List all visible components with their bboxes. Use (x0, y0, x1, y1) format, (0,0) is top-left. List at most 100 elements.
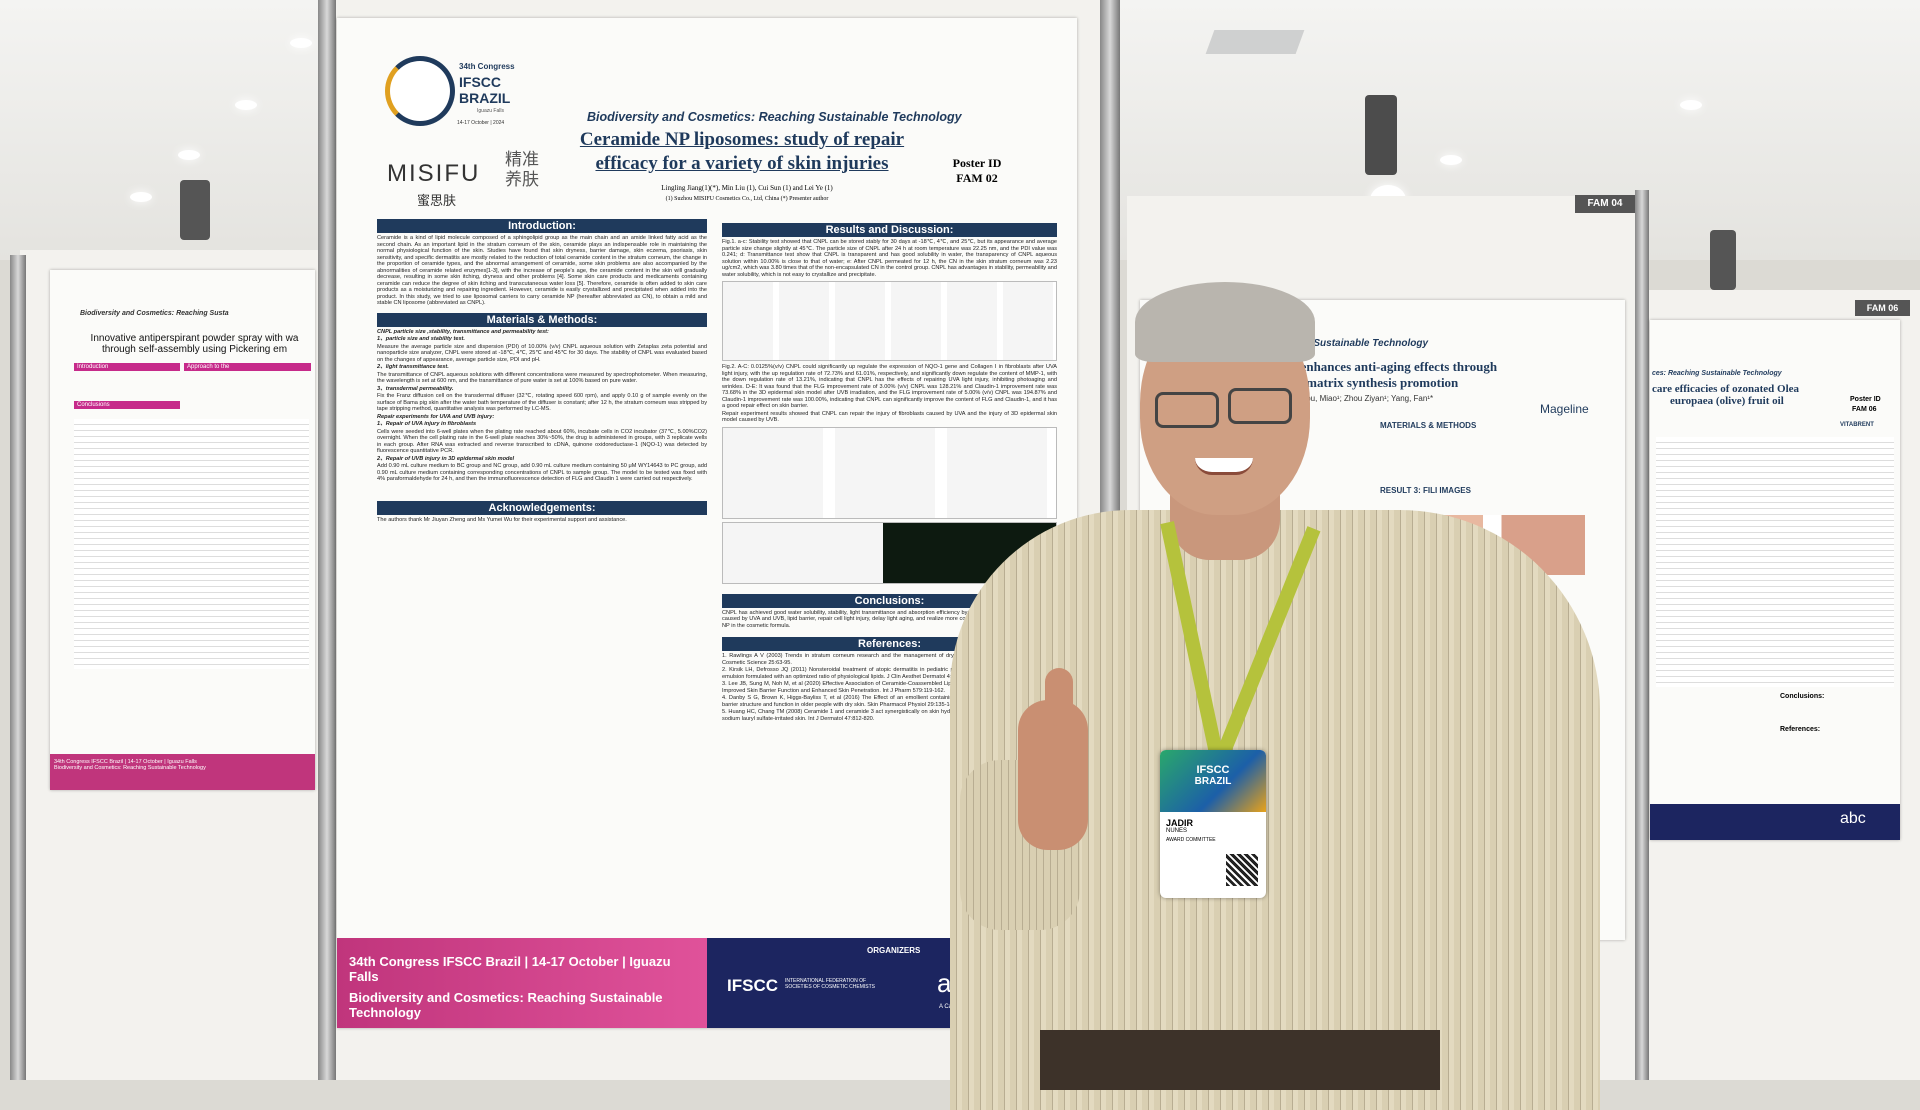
ceiling-light (1440, 155, 1462, 165)
person-trousers (1040, 1030, 1440, 1090)
badge: IFSCC BRAZIL JADIR NUNES AWARD COMMITTEE (1160, 750, 1266, 898)
results-text: Fig.1. a-c: Stability test showed that C… (722, 239, 1057, 278)
poster-footer: 34th Congress IFSCC Brazil | 14-17 Octob… (54, 759, 197, 765)
paragraph: 3. Lee JB, Sung M, Noh M, et al (2020) E… (722, 681, 1057, 694)
panel: 34th Congress IFSCC Brazil | 14-17 Octob… (337, 938, 707, 1028)
badge-logo: BRAZIL (1194, 776, 1232, 787)
section-heading: MATERIALS & METHODS (1380, 421, 1477, 430)
paragraph: Repair experiment results showed that CN… (722, 410, 1057, 424)
paragraph: Add 0.90 mL culture medium to BC group a… (377, 463, 707, 482)
brand: MISIFU (387, 160, 481, 187)
ceiling-light (290, 38, 312, 48)
poster-footer: Biodiversity and Cosmetics: Reaching Sus… (54, 765, 206, 771)
person-hair (1135, 282, 1315, 362)
poster-title: ular matrix synthesis promotion (1280, 375, 1459, 390)
poster-title: europaea (olive) fruit oil (1670, 395, 1784, 407)
paragraph: Repair experiments for UVA and UVB injur… (377, 413, 495, 420)
paragraph: 2. Kirsik LH, Defrosso JQ (2011) Nonster… (722, 667, 1057, 680)
pole (1635, 190, 1649, 1080)
person-thumb (1045, 668, 1073, 726)
board-label: FAM 04 (1575, 195, 1635, 213)
ceiling-light (130, 192, 152, 202)
spotlight (180, 180, 210, 240)
logo-text: BRAZIL (459, 90, 511, 106)
paragraph: 4. Danby S G, Brown K, Higgs-Bayliss T, … (722, 695, 1057, 708)
panel: abc (1650, 804, 1900, 840)
badge-name: JADIR (1166, 818, 1194, 828)
vent (1205, 30, 1305, 54)
board-label: FAM 06 (1855, 300, 1910, 316)
section-heading: Conclusions: (1780, 693, 1825, 700)
logo-text: IFSCC (459, 74, 501, 90)
section-heading: Approach to the (184, 363, 311, 371)
section-heading: RESULT 3: FILI IMAGES (1380, 486, 1471, 495)
panel: Biodiversity and Cosmetics: Reaching Sus… (50, 270, 315, 355)
conclusions-text: CNPL has achieved good water solubility,… (722, 609, 1057, 629)
paragraph: Fig.2. A-C: 0.0125%(v/v) CNPL could sign… (722, 364, 1057, 409)
paragraph: 2、light transmittance test. (377, 364, 449, 370)
pole (10, 255, 26, 1080)
ifscc-full: INTERNATIONAL FEDERATION OF SOCIETIES OF… (785, 978, 876, 990)
section-heading: References: (1780, 726, 1821, 733)
spotlight (1365, 95, 1397, 175)
spotlight (1710, 230, 1736, 290)
section-heading: Materials & Methods: (377, 312, 707, 327)
brand: VITABRENT (1840, 422, 1874, 428)
footer-text: 34th Congress IFSCC Brazil | 14-17 Octob… (349, 954, 671, 984)
poster-title: care efficacies of ozonated Olea (1652, 383, 1800, 395)
poster-id-label: Poster ID (952, 156, 1002, 170)
badge-logo: IFSCC (1196, 764, 1230, 776)
paragraph: 1. Rawlings A V (2003) Trends in stratum… (722, 653, 1057, 666)
figure (722, 426, 1057, 519)
poster-title: am enhances anti-aging effects through (1280, 359, 1498, 374)
section-heading: Conclusions (74, 401, 180, 409)
authors: Gou, Miao¹; Zhou Ziyan¹; Yang, Fan¹* (1300, 394, 1434, 403)
results-text: Fig.2. A-C: 0.0125%(v/v) CNPL could sign… (722, 364, 1057, 424)
paragraph: CNPL particle size ,stability, transmitt… (377, 328, 549, 335)
paragraph: 1、Repair of UVA injury in fibroblasts (377, 421, 477, 427)
poster-body (74, 419, 309, 669)
left-poster: Biodiversity and Cosmetics: Reaching Sus… (50, 270, 315, 790)
badge-qr (1226, 854, 1258, 886)
ceiling-light (1680, 100, 1702, 110)
affiliation: (1) Suzhou MISIFU Cosmetics Co., Ltd, Ch… (665, 196, 829, 202)
introduction-text: Ceramide is a kind of lipid molecule com… (377, 235, 707, 306)
paragraph: 2、Repair of UVB injury in 3D epidermal s… (377, 455, 515, 462)
abc-logo: abc (1840, 810, 1866, 827)
acknowledgements-text: The authors thank Mr Jiuyan Zheng and Ms… (377, 516, 627, 523)
logo-text: 14-17 October | 2024 (457, 120, 505, 126)
paragraph: Fix the Franz diffusion cell on the tran… (377, 393, 707, 412)
section-heading: Introduction: (377, 219, 707, 233)
panel: 34th Congress IFSCC Brazil | 14-17 Octob… (50, 754, 315, 790)
person-glasses (1228, 388, 1292, 424)
organizers-label: ORGANIZERS (867, 946, 921, 955)
right-column: Results and Discussion: Fig.1. a-c: Stab… (722, 220, 1057, 723)
ifscc-logo: IFSCC (727, 976, 778, 995)
pole (318, 0, 336, 1080)
poster-body (1656, 437, 1894, 687)
paragraph: Cells were seeded into 6-well plates whe… (377, 428, 707, 455)
poster-id-label: Poster ID (1850, 396, 1881, 403)
paragraph: Measure the average particle size and di… (377, 343, 707, 363)
poster-title: through self-assembly using Pickering em (101, 344, 288, 355)
logo-text: Iguazu Falls (477, 108, 504, 114)
brand: Mageline (1540, 402, 1589, 416)
methods-text: CNPL particle size ,stability, transmitt… (377, 329, 707, 483)
figure (722, 281, 1057, 361)
poster-id: FAM 06 (1852, 406, 1877, 413)
person-smile (1195, 458, 1253, 475)
section-heading: Introduction (74, 363, 180, 371)
paragraph: 1、particle size and stability test. (377, 336, 465, 342)
brand-seal: 精准养肤 (505, 150, 539, 189)
footer-text: Biodiversity and Cosmetics: Reaching Sus… (349, 990, 663, 1020)
section-heading: Results and Discussion: (722, 223, 1057, 237)
poster-theme: ces: Reaching Sustainable Technology (1652, 370, 1782, 377)
ceiling-light (178, 150, 200, 160)
panel: IFSCC BRAZIL (1160, 750, 1266, 812)
paragraph: The transmittance of CNPL aqueous soluti… (377, 371, 707, 385)
section-heading: Acknowledgements: (377, 500, 707, 515)
poster-title: Ceramide NP liposomes: study of repair e… (579, 129, 905, 174)
left-column: Introduction: Ceramide is a kind of lipi… (377, 216, 707, 523)
panel: Introduction Approach to the (74, 363, 311, 371)
poster-theme: Biodiversity and Cosmetics: Reaching Sus… (80, 310, 229, 317)
